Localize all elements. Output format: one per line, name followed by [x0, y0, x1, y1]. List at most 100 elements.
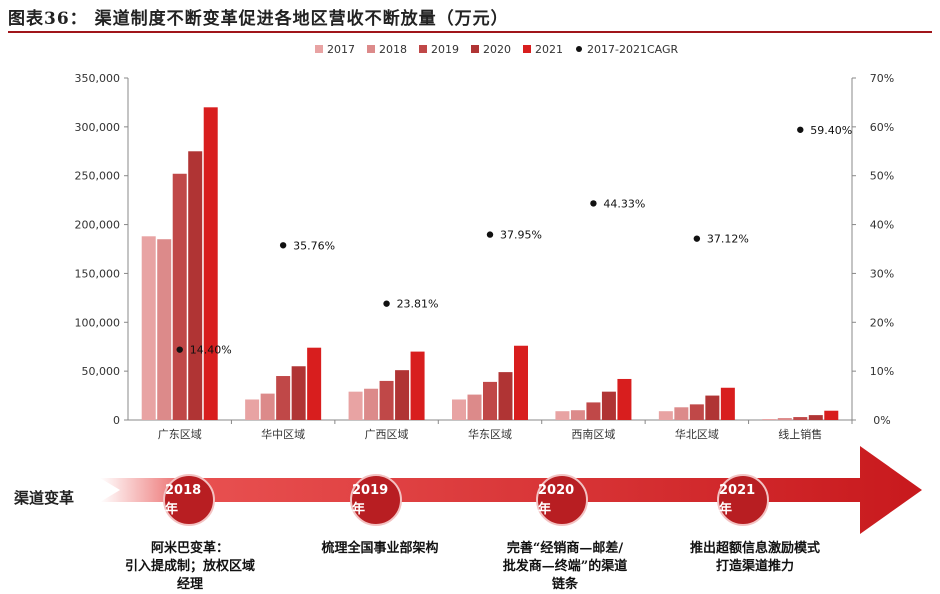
bar-2017	[555, 411, 570, 420]
y2-tick-label: 60%	[870, 121, 894, 134]
cagr-point	[486, 231, 494, 238]
bar-2020	[188, 151, 203, 421]
year-2018-circle: 2018年	[163, 474, 215, 526]
bar-2020	[601, 391, 616, 420]
year-2020-circle: 2020年	[536, 474, 588, 526]
category-label: 西南区域	[571, 428, 615, 441]
legend-label: 2017	[327, 43, 355, 56]
bar-2020	[705, 395, 720, 420]
bar-2021	[514, 345, 528, 420]
y2-tick-label: 20%	[870, 316, 894, 329]
cagr-label: 14.40%	[190, 344, 232, 357]
y-tick-label: 200,000	[75, 219, 121, 232]
cagr-point	[590, 200, 597, 207]
bar-2017	[141, 236, 156, 420]
bar-2018	[777, 418, 792, 420]
revenue-chart: 2017 2018 2019 2020 2021 2017-2021CAGR 0 0% 50,…	[75, 43, 895, 441]
y2-tick-label: 0%	[873, 414, 890, 427]
y-tick-label: 250,000	[75, 170, 121, 183]
y2-tick-label: 30%	[870, 267, 894, 280]
event-2021-line-2: 打造渠道推力	[715, 559, 794, 574]
bar-2021	[307, 347, 322, 420]
y-tick-label: 100,000	[75, 316, 121, 329]
title-rule	[8, 31, 932, 33]
bar-2021	[617, 378, 632, 420]
y2-tick-label: 50%	[870, 170, 894, 183]
bar-2021	[203, 107, 218, 421]
event-2020: 完善“经销商—邮差/ 批发商—终端”的渠道 链条	[470, 540, 660, 594]
legend-swatch-2019	[419, 45, 427, 53]
bar-2020	[291, 366, 306, 420]
legend-swatch-cagr	[576, 46, 582, 52]
bar-2019	[586, 402, 601, 420]
bar-2020	[395, 370, 410, 420]
bar-2017	[348, 391, 363, 420]
cagr-label: 23.81%	[397, 298, 439, 311]
event-2020-line-1: 完善“经销商—邮差/	[506, 541, 624, 556]
cagr-label: 35.76%	[293, 239, 335, 252]
chart-title: 图表36： 渠道制度不断变革促进各地区营收不断放量（万元）	[8, 9, 509, 29]
legend-swatch-2017	[315, 45, 323, 53]
y-tick-label: 350,000	[75, 72, 121, 85]
category-label: 广西区域	[365, 428, 409, 441]
timeline-label: 渠道变革	[14, 489, 75, 507]
bar-2019	[689, 404, 704, 420]
y-tick-label: 300,000	[75, 121, 121, 134]
legend-label: 2019	[431, 43, 459, 56]
y-tick-label: 50,000	[82, 365, 121, 378]
cagr-point	[383, 300, 390, 307]
legend-swatch-2018	[367, 45, 375, 53]
bar-2019	[483, 381, 497, 420]
bar-2018	[570, 410, 585, 420]
bar-2019	[276, 376, 291, 420]
category-label: 广东区域	[158, 428, 202, 441]
y-tick-label: 0	[113, 414, 120, 427]
timeline-arrow	[100, 446, 922, 534]
bar-2019	[793, 417, 808, 420]
bar-2020	[808, 415, 823, 420]
cagr-point	[797, 126, 804, 133]
bar-2018	[364, 388, 379, 420]
y-tick-label: 150,000	[75, 267, 121, 280]
cagr-label: 59.40%	[810, 124, 852, 137]
legend-label: 2018	[379, 43, 407, 56]
y2-tick-label: 70%	[870, 72, 894, 85]
event-2018: 阿米巴变革： 引入提成制；放权区域 经理	[105, 540, 275, 594]
bar-2017	[762, 419, 777, 420]
bar-2019	[379, 380, 394, 420]
bar-2017	[658, 411, 673, 420]
bar-2021	[410, 351, 425, 420]
bars	[141, 107, 839, 421]
bar-2018	[674, 407, 689, 420]
category-label: 华东区域	[468, 427, 512, 441]
bar-2021	[824, 410, 839, 420]
bar-2017	[245, 399, 260, 420]
cagr-label: 37.12%	[707, 233, 749, 246]
event-2020-line-3: 链条	[551, 577, 578, 592]
bar-2020	[498, 372, 513, 420]
legend-label: 2017-2021CAGR	[587, 43, 678, 56]
cagr-label: 37.95%	[500, 229, 542, 242]
year-2019-circle: 2019年	[350, 474, 402, 526]
bar-2019	[172, 173, 187, 420]
cagr-points: 14.40% 35.76% 23.81% 37.95% 44.33% 37.12% 59.4…	[176, 124, 852, 357]
event-2018-line-1: 阿米巴变革：	[150, 541, 229, 556]
category-label: 线上销售	[778, 427, 822, 441]
category-label: 华中区域	[261, 427, 305, 441]
axes: 0 0% 50,000 10% 100,000 20% 150,000 30% 200,000 4…	[75, 72, 895, 441]
legend-label: 2020	[483, 43, 511, 56]
cagr-point	[693, 235, 701, 242]
legend-swatch-2020	[471, 45, 479, 53]
y2-tick-label: 40%	[870, 219, 894, 232]
category-label: 华北区域	[675, 427, 719, 441]
bar-2018	[467, 394, 482, 420]
event-2018-line-3: 经理	[176, 577, 203, 592]
event-2019-line-1: 梳理全国事业部架构	[321, 541, 439, 556]
legend-label: 2021	[535, 43, 563, 56]
bar-2018	[260, 393, 275, 420]
legend: 2017 2018 2019 2020 2021 2017-2021CAGR	[315, 43, 678, 56]
event-2021-line-1: 推出超额信息激励模式	[689, 541, 820, 556]
year-2021-circle: 2021年	[717, 474, 769, 526]
cagr-point	[176, 346, 183, 353]
cagr-point	[279, 242, 287, 249]
